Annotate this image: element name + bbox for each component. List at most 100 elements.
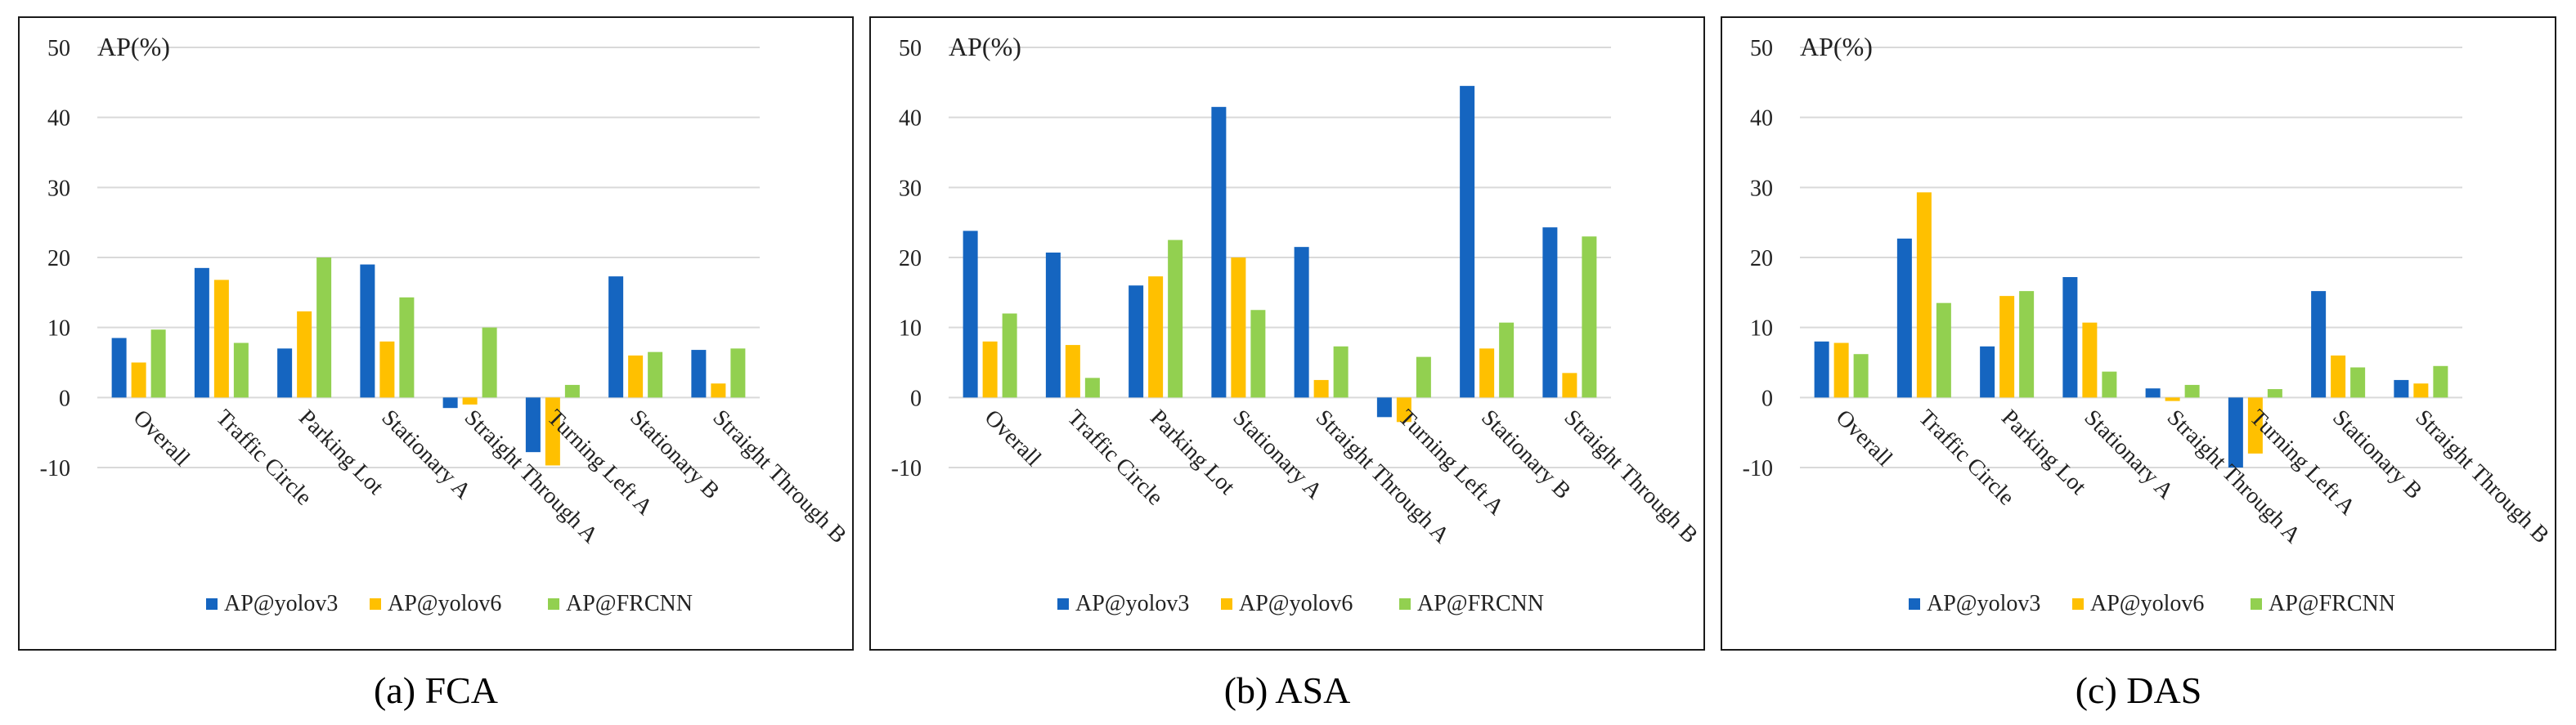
bar-ap-yolov3-stationary-b xyxy=(2311,291,2327,398)
bar-ap-frcnn-traffic-circle xyxy=(233,342,249,398)
legend-swatch-ap-yolov6 xyxy=(1221,598,1232,610)
bar-ap-frcnn-parking-lot xyxy=(316,257,332,398)
bar-ap-yolov6-turning-left-a xyxy=(2247,397,2263,454)
bar-ap-yolov6-stationary-a xyxy=(1231,257,1246,398)
bar-ap-yolov3-parking-lot xyxy=(1980,346,1995,398)
bar-ap-yolov6-overall xyxy=(982,341,998,398)
y-tick-label: 30 xyxy=(1750,176,1773,201)
legend-label-ap-yolov3: AP@yolov3 xyxy=(1075,591,1189,616)
bar-ap-frcnn-turning-left-a xyxy=(564,384,580,398)
y-axis-label: AP(%) xyxy=(949,32,1021,61)
bar-ap-yolov6-straight-through-b xyxy=(1562,373,1577,398)
bar-ap-yolov3-stationary-b xyxy=(608,276,624,398)
bar-ap-yolov6-parking-lot xyxy=(1148,276,1164,398)
bar-ap-yolov6-straight-through-b xyxy=(711,383,726,398)
bar-ap-yolov3-stationary-a xyxy=(360,264,375,398)
bar-ap-yolov3-straight-through-a xyxy=(442,397,458,409)
bar-ap-frcnn-turning-left-a xyxy=(1416,356,1431,398)
bar-ap-yolov6-stationary-a xyxy=(379,341,395,398)
y-tick-label: 40 xyxy=(899,106,922,132)
bar-ap-frcnn-parking-lot xyxy=(2019,291,2035,398)
y-tick-label: 40 xyxy=(47,106,70,132)
legend-swatch-ap-yolov3 xyxy=(1909,598,1920,610)
legend-swatch-ap-frcnn xyxy=(548,598,559,610)
bar-ap-frcnn-stationary-b xyxy=(648,351,663,398)
caption-asa: (b) ASA xyxy=(1223,669,1351,711)
y-tick-label: 50 xyxy=(47,36,70,61)
y-tick-label: 30 xyxy=(899,176,922,201)
bar-ap-yolov3-straight-through-a xyxy=(2145,388,2161,398)
legend-swatch-ap-yolov3 xyxy=(1057,598,1069,610)
y-tick-label: -10 xyxy=(1743,456,1773,481)
legend-label-ap-yolov3: AP@yolov3 xyxy=(224,591,338,616)
legend-label-ap-yolov6: AP@yolov6 xyxy=(388,591,501,616)
bar-ap-yolov6-straight-through-a xyxy=(2165,397,2180,401)
bar-ap-yolov6-straight-through-b xyxy=(2413,383,2429,398)
bar-ap-yolov3-traffic-circle xyxy=(1045,253,1061,398)
bar-ap-yolov3-overall xyxy=(111,338,127,398)
bar-ap-yolov6-stationary-b xyxy=(2331,355,2346,398)
caption-fca: (a) FCA xyxy=(373,669,499,711)
bar-ap-yolov6-traffic-circle xyxy=(1916,192,1932,398)
bar-ap-frcnn-stationary-a xyxy=(2102,371,2117,398)
bar-ap-yolov6-overall xyxy=(1833,342,1849,398)
y-tick-label: 40 xyxy=(1750,106,1773,132)
category-label-straight-through-b: Straight Through B xyxy=(707,405,851,548)
bar-ap-yolov6-parking-lot xyxy=(297,311,312,398)
legend-label-ap-frcnn: AP@FRCNN xyxy=(2269,591,2395,616)
bar-ap-yolov3-overall xyxy=(963,230,978,398)
y-tick-label: 0 xyxy=(59,386,70,411)
bar-ap-frcnn-stationary-b xyxy=(2350,367,2366,398)
y-tick-label: 10 xyxy=(899,316,922,342)
legend-label-ap-frcnn: AP@FRCNN xyxy=(1417,591,1544,616)
y-tick-label: -10 xyxy=(891,456,922,481)
bar-ap-yolov3-straight-through-b xyxy=(2394,379,2409,398)
y-axis-label: AP(%) xyxy=(97,32,170,61)
category-label-overall: Overall xyxy=(980,405,1046,471)
chart-panel-das: 50 40 30 20 10 0 -10 AP(%) Overall Traffic Circle… xyxy=(1721,16,2556,651)
y-tick-label: 30 xyxy=(47,176,70,201)
legend-swatch-ap-frcnn xyxy=(1399,598,1411,610)
bar-ap-frcnn-turning-left-a xyxy=(2267,389,2282,398)
legend-swatch-ap-yolov6 xyxy=(2072,598,2084,610)
bar-ap-frcnn-traffic-circle xyxy=(1084,378,1100,398)
legend-label-ap-yolov6: AP@yolov6 xyxy=(2090,591,2204,616)
bar-ap-yolov6-parking-lot xyxy=(1999,296,2015,398)
bar-ap-yolov3-turning-left-a xyxy=(525,397,541,453)
y-tick-label: 50 xyxy=(1750,36,1773,61)
y-tick-label: 10 xyxy=(1750,316,1773,342)
bar-ap-frcnn-straight-through-a xyxy=(482,327,497,398)
category-label-straight-through-b: Straight Through B xyxy=(1559,405,1703,548)
y-tick-label: 0 xyxy=(1761,386,1773,411)
chart-panel-asa: 50 40 30 20 10 0 -10 AP(%) Overall Traffic Circle… xyxy=(869,16,1705,651)
y-tick-label: 50 xyxy=(899,36,922,61)
caption-das: (c) DAS xyxy=(2075,669,2202,711)
bar-ap-yolov6-overall xyxy=(131,362,146,398)
bar-ap-yolov3-straight-through-b xyxy=(691,350,707,398)
y-tick-label: 20 xyxy=(47,246,70,271)
bar-ap-yolov3-straight-through-b xyxy=(1542,227,1558,398)
y-tick-label: -10 xyxy=(40,456,70,481)
bar-ap-yolov6-stationary-b xyxy=(1479,348,1495,398)
bar-ap-yolov6-stationary-a xyxy=(2082,322,2098,398)
legend-swatch-ap-yolov6 xyxy=(370,598,381,610)
y-tick-label: 20 xyxy=(1750,246,1773,271)
bar-ap-yolov6-turning-left-a xyxy=(545,397,560,466)
legend-swatch-ap-frcnn xyxy=(2251,598,2262,610)
chart-panel-fca: 50 40 30 20 10 0 -10 AP(%) Overall Traffic Circle… xyxy=(18,16,854,651)
bar-ap-yolov3-parking-lot xyxy=(1129,285,1144,398)
legend-label-ap-yolov6: AP@yolov6 xyxy=(1239,591,1353,616)
bar-ap-frcnn-straight-through-b xyxy=(730,348,746,398)
bar-ap-yolov6-stationary-b xyxy=(628,355,644,398)
bar-ap-frcnn-stationary-a xyxy=(399,297,415,398)
bar-ap-frcnn-straight-through-a xyxy=(2184,384,2200,398)
bar-ap-frcnn-overall xyxy=(1853,354,1869,398)
bar-ap-yolov3-turning-left-a xyxy=(2228,397,2243,468)
category-label-overall: Overall xyxy=(128,405,195,471)
bar-ap-frcnn-overall xyxy=(150,329,166,398)
bar-ap-yolov6-turning-left-a xyxy=(1396,397,1411,423)
bar-ap-frcnn-overall xyxy=(1002,313,1017,398)
category-label-overall: Overall xyxy=(1831,405,1897,471)
